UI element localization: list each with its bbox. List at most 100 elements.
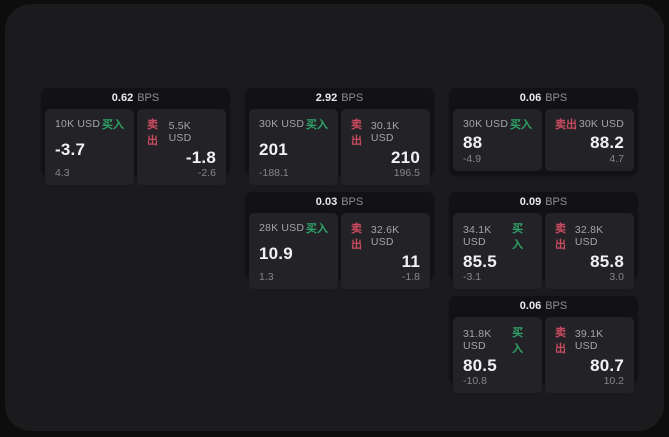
sell-quote-tile[interactable]: 卖出 32.8K USD 85.8 3.0 bbox=[545, 213, 634, 289]
bps-spread-value: 0.06 bbox=[519, 92, 542, 104]
buy-side-label: 买入 bbox=[102, 119, 124, 131]
buy-sub-value: 1.3 bbox=[259, 271, 274, 283]
sell-sub-value: 3.0 bbox=[609, 271, 624, 283]
sell-amount-label: 32.6K USD bbox=[370, 224, 400, 248]
buy-tile-top-row: 31.8K USD 买入 bbox=[463, 324, 532, 356]
buy-tile-top-row: 30K USD 买入 bbox=[463, 116, 532, 132]
sell-side-label: 卖出 bbox=[555, 223, 566, 251]
card-header: 0.62 BPS bbox=[41, 88, 230, 109]
quote-cards-grid: 0.62 BPS 10K USD 买入 -3.7 4.3 卖出 bbox=[41, 88, 638, 393]
quote-card: 2.92 BPS 30K USD 买入 201 -188.1 卖出 bbox=[245, 88, 434, 185]
sell-amount-label: 5.5K USD bbox=[168, 120, 192, 144]
buy-price-value: 80.5 bbox=[463, 356, 497, 375]
card-body: 28K USD 买入 10.9 1.3 卖出 32.6K USD 11 -1.8 bbox=[245, 213, 434, 293]
buy-side-label: 买入 bbox=[512, 327, 524, 355]
sell-quote-tile[interactable]: 卖出 30K USD 88.2 4.7 bbox=[545, 109, 634, 171]
buy-tile-top-row: 10K USD 买入 bbox=[55, 116, 124, 132]
sell-tile-top-row: 卖出 30K USD bbox=[555, 116, 624, 132]
buy-price-value: 88 bbox=[463, 133, 483, 152]
quote-card: 0.09 BPS 34.1K USD 买入 85.5 -3.1 卖出 bbox=[449, 192, 638, 289]
card-header: 0.03 BPS bbox=[245, 192, 434, 213]
bps-unit-label: BPS bbox=[545, 300, 568, 312]
sell-tile-top-row: 卖出 39.1K USD bbox=[555, 324, 624, 356]
card-body: 30K USD 买入 88 -4.9 卖出 30K USD 88.2 4.7 bbox=[449, 109, 638, 175]
buy-tile-top-row: 30K USD 买入 bbox=[259, 116, 328, 132]
buy-side-label: 买入 bbox=[512, 223, 524, 251]
bps-spread-value: 2.92 bbox=[315, 92, 338, 104]
buy-tile-top-row: 34.1K USD 买入 bbox=[463, 220, 532, 252]
card-header: 2.92 BPS bbox=[245, 88, 434, 109]
buy-side-label: 买入 bbox=[510, 119, 532, 131]
sell-price-value: 88.2 bbox=[590, 133, 624, 152]
quote-card: 0.06 BPS 30K USD 买入 88 -4.9 卖出 bbox=[449, 88, 638, 175]
quote-card: 0.62 BPS 10K USD 买入 -3.7 4.3 卖出 bbox=[41, 88, 230, 185]
card-body: 10K USD 买入 -3.7 4.3 卖出 5.5K USD -1.8 -2.… bbox=[41, 109, 230, 189]
buy-amount-label: 30K USD bbox=[463, 118, 509, 130]
sell-amount-label: 39.1K USD bbox=[574, 328, 604, 352]
sell-sub-value: 10.2 bbox=[603, 375, 624, 387]
sell-tile-top-row: 卖出 32.6K USD bbox=[351, 220, 420, 252]
bps-unit-label: BPS bbox=[341, 92, 364, 104]
buy-price-value: 201 bbox=[259, 140, 288, 159]
card-header: 0.09 BPS bbox=[449, 192, 638, 213]
sell-amount-label: 32.8K USD bbox=[574, 224, 604, 248]
buy-amount-label: 28K USD bbox=[259, 222, 305, 234]
buy-price-value: -3.7 bbox=[55, 140, 86, 159]
sell-sub-value: -2.6 bbox=[197, 167, 216, 179]
sell-side-label: 卖出 bbox=[351, 119, 362, 147]
buy-amount-label: 10K USD bbox=[55, 118, 101, 130]
sell-quote-tile[interactable]: 卖出 39.1K USD 80.7 10.2 bbox=[545, 317, 634, 393]
sell-amount-label: 30K USD bbox=[578, 118, 624, 130]
sell-price-value: 85.8 bbox=[590, 252, 624, 271]
bps-unit-label: BPS bbox=[545, 92, 568, 104]
app-panel: 0.62 BPS 10K USD 买入 -3.7 4.3 卖出 bbox=[5, 4, 664, 431]
buy-sub-value: -3.1 bbox=[463, 271, 482, 283]
bps-spread-value: 0.09 bbox=[519, 196, 542, 208]
buy-amount-label: 30K USD bbox=[259, 118, 305, 130]
buy-sub-value: -10.8 bbox=[463, 375, 487, 387]
card-header: 0.06 BPS bbox=[449, 296, 638, 317]
bps-spread-value: 0.62 bbox=[111, 92, 134, 104]
sell-tile-top-row: 卖出 32.8K USD bbox=[555, 220, 624, 252]
sell-tile-top-row: 卖出 30.1K USD bbox=[351, 116, 420, 148]
buy-side-label: 买入 bbox=[306, 119, 328, 131]
sell-price-value: 11 bbox=[401, 252, 420, 271]
buy-sub-value: -188.1 bbox=[259, 167, 289, 179]
bps-unit-label: BPS bbox=[137, 92, 160, 104]
sell-sub-value: 4.7 bbox=[609, 153, 624, 165]
buy-quote-tile[interactable]: 31.8K USD 买入 80.5 -10.8 bbox=[453, 317, 542, 393]
quote-card: 0.03 BPS 28K USD 买入 10.9 1.3 卖出 bbox=[245, 192, 434, 289]
buy-quote-tile[interactable]: 10K USD 买入 -3.7 4.3 bbox=[45, 109, 134, 185]
bps-unit-label: BPS bbox=[545, 196, 568, 208]
buy-price-value: 10.9 bbox=[259, 244, 293, 263]
sell-sub-value: 196.5 bbox=[393, 167, 420, 179]
card-body: 31.8K USD 买入 80.5 -10.8 卖出 39.1K USD 80.… bbox=[449, 317, 638, 397]
buy-quote-tile[interactable]: 30K USD 买入 201 -188.1 bbox=[249, 109, 338, 185]
buy-side-label: 买入 bbox=[306, 223, 328, 235]
sell-sub-value: -1.8 bbox=[401, 271, 420, 283]
bps-spread-value: 0.03 bbox=[315, 196, 338, 208]
sell-price-value: 210 bbox=[391, 148, 420, 167]
sell-side-label: 卖出 bbox=[147, 119, 158, 147]
buy-amount-label: 31.8K USD bbox=[463, 328, 492, 352]
sell-price-value: 80.7 bbox=[590, 356, 624, 375]
sell-tile-top-row: 卖出 5.5K USD bbox=[147, 116, 216, 148]
card-header: 0.06 BPS bbox=[449, 88, 638, 109]
buy-sub-value: -4.9 bbox=[463, 153, 482, 165]
bps-spread-value: 0.06 bbox=[519, 300, 542, 312]
card-body: 34.1K USD 买入 85.5 -3.1 卖出 32.8K USD 85.8… bbox=[449, 213, 638, 293]
buy-quote-tile[interactable]: 30K USD 买入 88 -4.9 bbox=[453, 109, 542, 171]
sell-side-label: 卖出 bbox=[555, 119, 577, 131]
bps-unit-label: BPS bbox=[341, 196, 364, 208]
buy-quote-tile[interactable]: 28K USD 买入 10.9 1.3 bbox=[249, 213, 338, 289]
sell-price-value: -1.8 bbox=[185, 148, 216, 167]
buy-sub-value: 4.3 bbox=[55, 167, 70, 179]
sell-side-label: 卖出 bbox=[555, 327, 566, 355]
buy-tile-top-row: 28K USD 买入 bbox=[259, 220, 328, 236]
sell-quote-tile[interactable]: 卖出 30.1K USD 210 196.5 bbox=[341, 109, 430, 185]
sell-quote-tile[interactable]: 卖出 5.5K USD -1.8 -2.6 bbox=[137, 109, 226, 185]
quote-card: 0.06 BPS 31.8K USD 买入 80.5 -10.8 卖 bbox=[449, 296, 638, 393]
sell-quote-tile[interactable]: 卖出 32.6K USD 11 -1.8 bbox=[341, 213, 430, 289]
buy-quote-tile[interactable]: 34.1K USD 买入 85.5 -3.1 bbox=[453, 213, 542, 289]
